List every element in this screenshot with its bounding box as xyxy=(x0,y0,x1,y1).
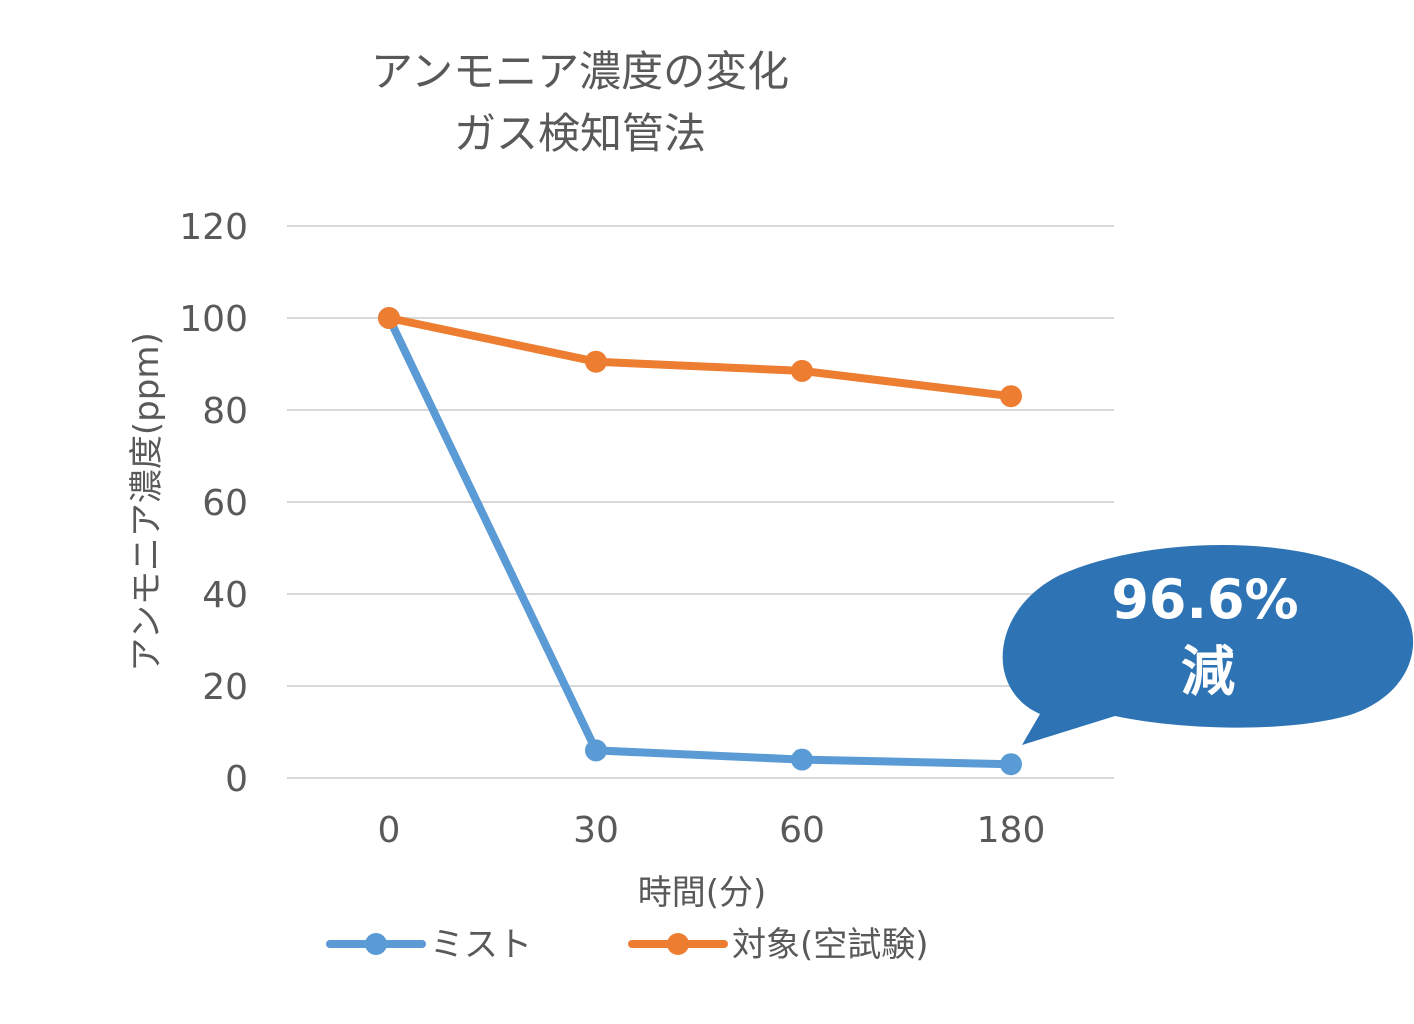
x-tick-label: 30 xyxy=(573,810,619,851)
y-tick-label: 80 xyxy=(202,391,248,432)
legend-swatch-marker xyxy=(667,933,689,955)
gridlines xyxy=(287,225,1114,779)
data-point xyxy=(1000,753,1022,776)
data-point xyxy=(585,350,607,373)
x-axis-label: 時間(分) xyxy=(638,873,767,913)
reduction-callout: 96.6% 減 xyxy=(1002,545,1414,745)
legend: ミスト 対象(空試験) xyxy=(326,925,929,965)
y-tick-label: 40 xyxy=(202,575,248,616)
legend-label: ミスト xyxy=(430,925,532,965)
series-line xyxy=(385,314,1015,769)
y-tick-label: 0 xyxy=(225,759,248,800)
x-tick-label: 0 xyxy=(378,810,401,851)
callout-bubble xyxy=(1002,545,1414,745)
y-tick-label: 60 xyxy=(202,483,248,524)
y-axis-label: アンモニア濃度(ppm) xyxy=(127,332,167,671)
legend-item: ミスト xyxy=(326,925,532,965)
series-line xyxy=(385,314,1015,401)
legend-label: 対象(空試験) xyxy=(732,925,929,965)
y-tick-label: 120 xyxy=(179,207,248,248)
callout-text: 減 xyxy=(1181,640,1235,703)
x-tick-labels: 0 30 60 180 xyxy=(378,810,1046,851)
y-tick-label: 20 xyxy=(202,667,248,708)
legend-swatch-marker xyxy=(365,933,387,955)
callout-value: 96.6% xyxy=(1111,568,1298,631)
series-group xyxy=(378,307,1022,776)
x-tick-label: 180 xyxy=(977,810,1046,851)
x-tick-label: 60 xyxy=(779,810,825,851)
y-tick-label: 100 xyxy=(179,299,248,340)
legend-item: 対象(空試験) xyxy=(628,925,929,965)
series-2 xyxy=(378,307,1022,408)
data-point xyxy=(791,748,813,771)
chart-title-line-1: アンモニア濃度の変化 xyxy=(371,47,789,96)
data-point xyxy=(378,307,400,329)
data-point xyxy=(585,739,607,762)
chart-title-line-2: ガス検知管法 xyxy=(454,109,706,158)
y-tick-labels: 0 20 40 60 80 100 120 xyxy=(179,207,248,800)
data-point xyxy=(791,359,813,382)
data-point xyxy=(1000,385,1022,408)
series-1 xyxy=(378,307,1022,776)
